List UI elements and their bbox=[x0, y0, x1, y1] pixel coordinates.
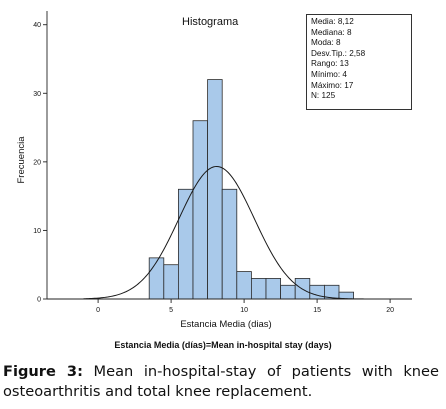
histogram-bar bbox=[177, 188, 194, 300]
x-tick-label: 10 bbox=[240, 307, 248, 314]
y-tick-label: 0 bbox=[37, 297, 41, 304]
x-tick-label: 5 bbox=[169, 307, 173, 314]
figure-caption-label: Figure 3: bbox=[3, 363, 83, 380]
x-tick-label: 20 bbox=[386, 307, 394, 314]
x-tick-label: 0 bbox=[96, 307, 100, 314]
stat-mode: Moda: 8 bbox=[311, 38, 341, 48]
histogram-bar bbox=[280, 284, 296, 300]
histogram-bar bbox=[250, 278, 267, 300]
x-tick-label: 15 bbox=[313, 307, 321, 314]
y-tick-label: 20 bbox=[33, 159, 41, 166]
y-tick-label: 30 bbox=[33, 91, 41, 98]
chart-title: Histograma bbox=[176, 14, 296, 36]
y-tick-label: 40 bbox=[33, 22, 41, 29]
stat-range: Rango: 13 bbox=[311, 59, 349, 69]
y-tick-label: 10 bbox=[33, 228, 41, 235]
histogram-bar bbox=[192, 120, 208, 300]
histogram-bar bbox=[221, 188, 238, 300]
y-axis-label: Frecuencia bbox=[16, 136, 27, 184]
x-axis-label: Estancia Media (dias) bbox=[180, 319, 271, 330]
axes: 0 10 20 30 40 0 5 10 15 20 bbox=[33, 11, 412, 314]
histogram-bar bbox=[309, 284, 325, 300]
statistics-box: Media: 8,12 Mediana: 8 Moda: 8 Desv.Tip.… bbox=[306, 14, 412, 110]
stat-sd: Desv.Tip.: 2,58 bbox=[311, 48, 366, 58]
histogram-bar bbox=[163, 264, 179, 300]
figure-caption: Figure 3: Mean in-hospital-stay of patie… bbox=[3, 362, 439, 402]
stat-median: Mediana: 8 bbox=[311, 27, 352, 37]
histogram-bar bbox=[207, 79, 223, 300]
stat-n: N: 125 bbox=[311, 91, 336, 101]
figure-caption-text: Mean in-hospital-stay of patients with k… bbox=[3, 363, 439, 400]
stat-min: Mínimo: 4 bbox=[311, 69, 347, 79]
caption-translation: Estancia Media (días)=Mean in-hospital s… bbox=[114, 340, 332, 350]
histogram-bar bbox=[148, 257, 165, 300]
stat-max: Máximo: 17 bbox=[311, 80, 354, 90]
stat-mean: Media: 8,12 bbox=[311, 17, 354, 26]
histogram-bar bbox=[236, 271, 252, 300]
histogram-bars bbox=[148, 79, 354, 300]
histogram-bar bbox=[265, 278, 282, 300]
